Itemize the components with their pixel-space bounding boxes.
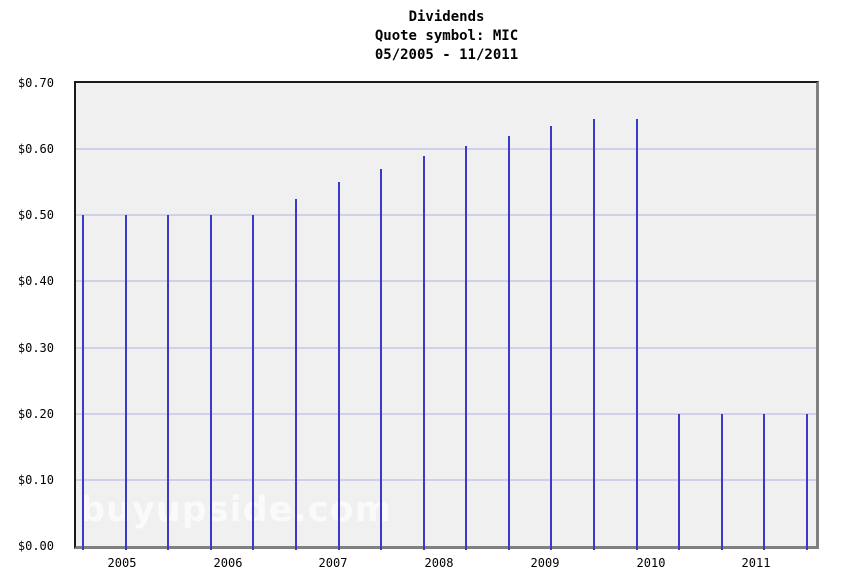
dividend-spike bbox=[295, 199, 297, 550]
y-axis-tick-label: $0.50 bbox=[17, 208, 54, 222]
gridline bbox=[76, 148, 816, 150]
y-axis-tick-label: $0.20 bbox=[17, 407, 54, 421]
gridline bbox=[76, 280, 816, 282]
dividend-spike bbox=[423, 156, 425, 550]
y-axis-tick-label: $0.00 bbox=[17, 539, 54, 553]
dividend-spike bbox=[636, 119, 638, 550]
dividend-spike bbox=[593, 119, 595, 550]
x-axis-year-label: 2008 bbox=[424, 556, 454, 570]
dividend-spike bbox=[721, 414, 723, 550]
gridline bbox=[76, 347, 816, 349]
dividend-spike bbox=[806, 414, 808, 550]
y-axis-tick-label: $0.10 bbox=[17, 473, 54, 487]
y-axis-tick-label: $0.60 bbox=[17, 142, 54, 156]
gridline bbox=[76, 413, 816, 415]
x-axis-year-label: 2010 bbox=[636, 556, 666, 570]
chart-title-block: Dividends Quote symbol: MIC 05/2005 - 11… bbox=[74, 8, 819, 65]
dividend-spike bbox=[210, 215, 212, 550]
dividend-spike bbox=[678, 414, 680, 550]
dividend-spike bbox=[82, 215, 84, 550]
chart-subtitle-period: 05/2005 - 11/2011 bbox=[374, 47, 519, 63]
x-axis-year-label: 2007 bbox=[318, 556, 348, 570]
gridline bbox=[76, 214, 816, 216]
y-axis-tick-label: $0.70 bbox=[17, 76, 54, 90]
dividend-spike bbox=[380, 169, 382, 550]
dividend-spike bbox=[763, 414, 765, 550]
dividend-spike bbox=[508, 136, 510, 550]
y-axis-tick-label: $0.30 bbox=[17, 341, 54, 355]
dividend-spike bbox=[167, 215, 169, 550]
dividend-spike bbox=[465, 146, 467, 550]
dividend-spike bbox=[550, 126, 552, 550]
dividend-spike bbox=[125, 215, 127, 550]
chart-subtitle-symbol: Quote symbol: MIC bbox=[374, 28, 519, 44]
plot-area bbox=[74, 81, 819, 549]
x-axis-year-label: 2009 bbox=[530, 556, 560, 570]
x-axis-year-label: 2006 bbox=[213, 556, 243, 570]
x-axis-year-label: 2005 bbox=[107, 556, 137, 570]
gridline bbox=[76, 479, 816, 481]
dividend-spike bbox=[338, 182, 340, 550]
dividend-spike bbox=[252, 215, 254, 550]
y-axis-tick-label: $0.40 bbox=[17, 274, 54, 288]
chart-title: Dividends bbox=[408, 9, 485, 25]
x-axis-year-label: 2011 bbox=[741, 556, 771, 570]
